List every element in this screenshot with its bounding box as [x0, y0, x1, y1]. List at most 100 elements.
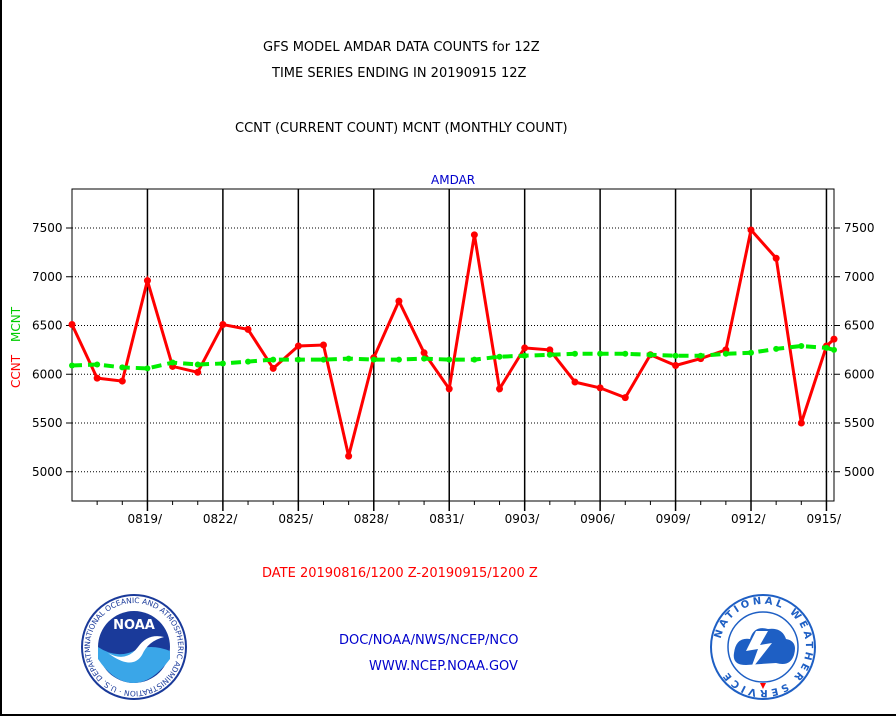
data-point-mcnt [546, 351, 553, 358]
data-point-mcnt [446, 356, 453, 363]
data-point-ccnt [118, 377, 126, 385]
data-point-mcnt [748, 349, 755, 356]
y-tick-label-left: 5000 [32, 465, 63, 479]
data-point-mcnt [245, 358, 252, 365]
y-tick-label-right: 5000 [844, 465, 875, 479]
y-axis-label-mcnt: MCNT [9, 306, 23, 342]
y-axis-label-ccnt: CCNT [9, 354, 23, 388]
y-tick-label-right: 7500 [844, 221, 875, 235]
data-point-ccnt [571, 378, 579, 386]
data-point-mcnt [773, 345, 780, 352]
data-point-mcnt [647, 351, 654, 358]
data-point-mcnt [194, 361, 201, 368]
data-point-ccnt [420, 349, 428, 357]
x-tick-label: 0915/ [806, 512, 842, 526]
panel-label: AMDAR [431, 173, 476, 187]
data-point-ccnt [244, 325, 252, 333]
y-tick-label-right: 5500 [844, 416, 875, 430]
data-point-mcnt [571, 350, 578, 357]
data-point-mcnt [370, 356, 377, 363]
x-tick-label: 0822/ [203, 512, 239, 526]
footer-url: WWW.NCEP.NOAA.GOV [369, 659, 518, 674]
data-point-ccnt [219, 321, 227, 329]
y-tick-label-right: 6000 [844, 367, 875, 381]
y-tick-label-left: 7500 [32, 221, 63, 235]
data-point-mcnt [521, 352, 528, 359]
data-point-ccnt [747, 226, 755, 234]
data-point-ccnt [345, 452, 353, 460]
data-point-ccnt [445, 385, 453, 393]
data-point-ccnt [672, 361, 680, 369]
data-point-mcnt [69, 362, 75, 369]
nws-logo: NATIONAL WEATHER SERVICE [710, 594, 816, 700]
data-point-mcnt [320, 356, 327, 363]
data-point-ccnt [621, 394, 629, 402]
series-line-ccnt [70, 226, 836, 457]
x-tick-label: 0906/ [580, 512, 616, 526]
y-tick-label-left: 6000 [32, 367, 63, 381]
chart-title-line-1: GFS MODEL AMDAR DATA COUNTS for 12Z [263, 40, 540, 55]
data-point-ccnt [546, 346, 554, 354]
data-point-ccnt [496, 385, 504, 393]
data-point-mcnt [697, 352, 704, 359]
x-tick-label: 0912/ [731, 512, 767, 526]
footer-org: DOC/NOAA/NWS/NCEP/NCO [339, 633, 519, 648]
data-point-ccnt [830, 335, 838, 343]
data-point-ccnt [596, 384, 604, 392]
chart-title-line-2: TIME SERIES ENDING IN 20190915 12Z [272, 66, 527, 81]
data-point-ccnt [395, 297, 403, 305]
data-point-ccnt [68, 321, 76, 329]
y-tick-label-right: 6500 [844, 319, 875, 333]
data-point-mcnt [119, 364, 126, 371]
noaa-logo-text: NOAA [113, 618, 155, 633]
x-tick-label: 0825/ [278, 512, 314, 526]
x-tick-label: 0909/ [656, 512, 692, 526]
data-point-mcnt [395, 356, 402, 363]
data-point-mcnt [94, 361, 101, 368]
y-tick-label-left: 7000 [32, 270, 63, 284]
data-point-ccnt [93, 374, 101, 382]
x-tick-label: 0819/ [127, 512, 163, 526]
x-tick-label: 0903/ [505, 512, 541, 526]
data-point-mcnt [722, 350, 729, 357]
data-point-mcnt [831, 346, 837, 353]
data-point-ccnt [294, 342, 302, 350]
data-point-mcnt [597, 350, 604, 357]
series-layer [68, 226, 838, 460]
y-tick-label-left: 5500 [32, 416, 63, 430]
grid-layer [71, 188, 835, 511]
x-tick-label: 0831/ [429, 512, 465, 526]
data-point-ccnt [143, 277, 151, 285]
data-point-mcnt [471, 356, 478, 363]
data-point-mcnt [798, 342, 805, 349]
y-tick-label-right: 7000 [844, 270, 875, 284]
data-point-mcnt [823, 344, 830, 351]
data-point-mcnt [672, 352, 679, 359]
data-point-mcnt [270, 356, 277, 363]
data-point-mcnt [219, 360, 226, 367]
data-point-mcnt [144, 365, 151, 372]
x-axis-label: DATE 20190816/1200 Z-20190915/1200 Z [262, 566, 538, 581]
data-point-ccnt [194, 368, 202, 376]
data-point-mcnt [496, 353, 503, 360]
data-point-ccnt [470, 231, 478, 239]
data-point-mcnt [169, 359, 176, 366]
series-line-mcnt [71, 343, 835, 371]
x-tick-label: 0828/ [354, 512, 390, 526]
data-point-mcnt [421, 355, 428, 362]
data-point-ccnt [797, 419, 805, 427]
chart-subtitle: CCNT (CURRENT COUNT) MCNT (MONTHLY COUNT… [235, 121, 568, 136]
noaa-logo: NATIONAL OCEANIC AND ATMOSPHERIC ADMINIS… [78, 593, 187, 700]
data-point-ccnt [521, 344, 529, 352]
plot-frame [71, 188, 835, 502]
data-point-mcnt [295, 356, 302, 363]
axis-layer: 5000 5000 5500 5500 6000 6000 6500 6500 7000 7000… [32, 221, 875, 526]
data-point-ccnt [319, 341, 327, 349]
data-point-ccnt [269, 364, 277, 372]
data-point-mcnt [622, 350, 629, 357]
data-point-mcnt [345, 355, 352, 362]
y-tick-label-left: 6500 [32, 319, 63, 333]
data-point-ccnt [772, 254, 780, 262]
